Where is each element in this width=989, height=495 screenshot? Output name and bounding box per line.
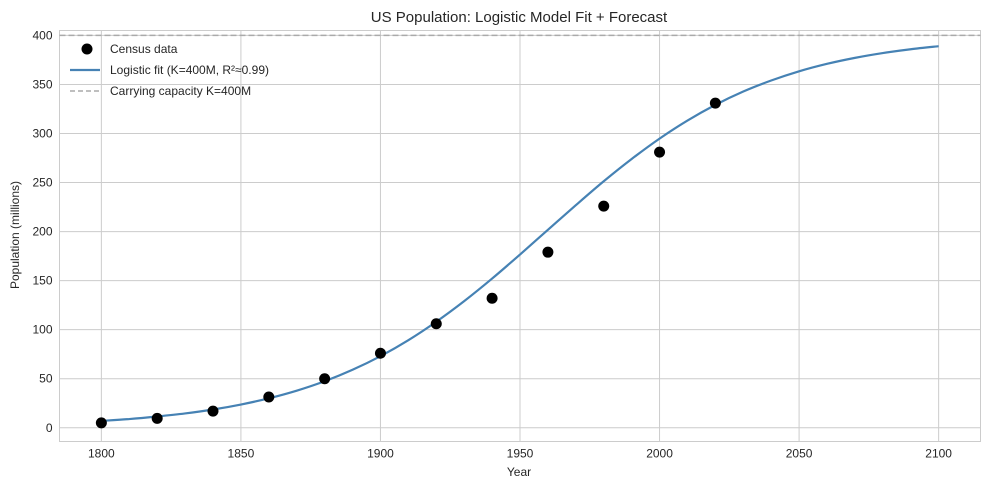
census-point-2020 (709, 97, 721, 109)
y-tick-label: 0 (46, 421, 53, 435)
census-point-1900 (374, 347, 386, 359)
y-tick-label: 350 (32, 77, 52, 91)
logistic-fit-line (101, 45, 939, 422)
y-tick-label: 50 (39, 372, 53, 386)
legend-census-label: Census data (110, 42, 178, 56)
legend-capacity-label: Carrying capacity K=400M (110, 84, 251, 98)
census-point-1800 (95, 417, 107, 429)
census-point-1980 (598, 200, 610, 212)
legend: Census data Logistic fit (K=400M, R²≈0.9… (70, 42, 269, 98)
y-tick-label: 200 (32, 225, 52, 239)
x-tick-label: 1900 (367, 447, 394, 461)
legend-fit-label: Logistic fit (K=400M, R²≈0.99) (110, 63, 269, 77)
ticks: 1800 1850 1900 1950 2000 2050 2100 0 50 100 150 200… (32, 28, 952, 460)
legend-census-marker (81, 43, 93, 55)
marks (59, 34, 981, 429)
plot-frame (59, 30, 981, 442)
y-tick-label: 100 (32, 323, 52, 337)
x-tick-label: 1800 (88, 447, 115, 461)
census-point-1920 (430, 318, 442, 330)
y-tick-label: 150 (32, 274, 52, 288)
census-point-1820 (151, 412, 163, 424)
x-tick-label: 1850 (228, 447, 255, 461)
chart-title: US Population: Logistic Model Fit + Fore… (371, 9, 668, 26)
census-point-1840 (207, 405, 219, 417)
census-point-2000 (654, 146, 666, 158)
x-tick-label: 2100 (925, 447, 952, 461)
census-point-1860 (263, 391, 275, 403)
y-tick-label: 400 (32, 28, 52, 42)
y-tick-label: 300 (32, 126, 52, 140)
x-tick-label: 2050 (786, 447, 813, 461)
census-point-1940 (486, 292, 498, 304)
x-tick-label: 2000 (646, 447, 673, 461)
grid (59, 30, 981, 442)
census-point-1880 (319, 373, 331, 385)
x-tick-label: 1950 (507, 447, 534, 461)
y-axis-label: Population (millions) (8, 181, 22, 289)
y-tick-label: 250 (32, 176, 52, 190)
x-axis-label: Year (507, 465, 531, 479)
census-point-1960 (542, 246, 554, 258)
